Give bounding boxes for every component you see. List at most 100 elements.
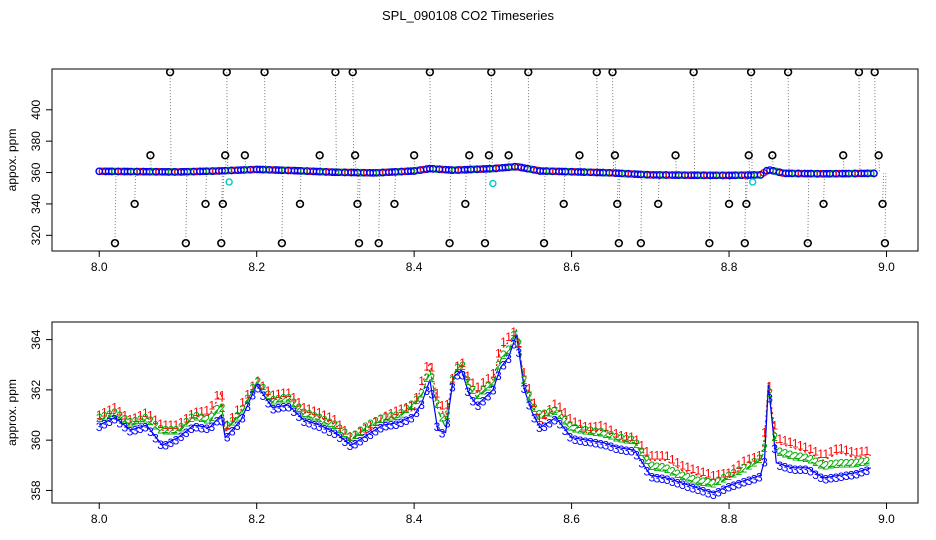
outlier-point xyxy=(592,69,601,77)
outlier-drop-line xyxy=(508,155,511,168)
series-point-label: 3 xyxy=(710,488,717,502)
series-point-label: 3 xyxy=(285,400,292,414)
series-point-label: 1 xyxy=(270,388,277,402)
outlier-point xyxy=(465,151,474,160)
series-point-label: 1 xyxy=(495,347,502,361)
series-point-label: 2 xyxy=(556,408,563,422)
series-point-label: 3 xyxy=(480,394,487,408)
series-point-label: 2 xyxy=(106,408,113,422)
series-point-label: 3 xyxy=(188,422,195,436)
outlier-drop-line xyxy=(134,171,137,204)
series-point-label: 3 xyxy=(439,426,446,440)
series-point-label: 1 xyxy=(311,404,318,418)
outlier-drop-line xyxy=(596,72,599,173)
series-point-label: 2 xyxy=(490,375,497,389)
series-point-label: 2 xyxy=(331,418,338,432)
series-point-label: 3 xyxy=(321,422,328,436)
series-point-label: 3 xyxy=(797,463,804,477)
series-point-label: 2 xyxy=(741,462,748,476)
series-point-label: 2 xyxy=(817,457,824,471)
series-point-label: 3 xyxy=(863,464,870,478)
series-point-label: 2 xyxy=(188,411,195,425)
x-tick-label: 8.6 xyxy=(563,512,580,526)
series-point-label: 2 xyxy=(127,416,134,430)
series-point-label: 1 xyxy=(480,376,487,390)
series-point-label: 1 xyxy=(198,404,205,418)
series-point-label: 1 xyxy=(536,411,543,425)
series-point-label: 3 xyxy=(613,442,620,456)
outlier-point xyxy=(803,238,812,248)
series-point-label: 3 xyxy=(382,420,389,434)
series-point-label: 1 xyxy=(613,426,620,440)
series-point-label: 3 xyxy=(608,440,615,454)
outlier-drop-line xyxy=(884,173,887,244)
series-point-label: 3 xyxy=(157,438,164,452)
series-point-label: 1 xyxy=(96,408,103,422)
series-point-label: 1 xyxy=(782,433,789,447)
series-point-label: 1 xyxy=(393,404,400,418)
series-point-label: 1 xyxy=(500,335,507,349)
series-point-label: 3 xyxy=(603,439,610,453)
series-point-label: 3 xyxy=(587,436,594,450)
series-point-label: 2 xyxy=(152,418,159,432)
outlier-drop-line xyxy=(616,173,619,204)
series-point-label: 1 xyxy=(449,371,456,385)
x-tick-label: 8.8 xyxy=(721,260,738,274)
series-point-label: 1 xyxy=(336,418,343,432)
series-point-label: 2 xyxy=(290,396,297,410)
series-point-label: 2 xyxy=(751,455,758,469)
series-point-label: 1 xyxy=(331,413,338,427)
series-point-label: 1 xyxy=(137,409,144,423)
series-point-label: 2 xyxy=(659,461,666,475)
series-point-label: 1 xyxy=(413,390,420,404)
series-point-label: 1 xyxy=(638,439,645,453)
series-point-label: 2 xyxy=(147,414,154,428)
panel-bottom: 8.0 8.2 8.4 8.6 8.8 9.0 358 360 362 364 approx. pp… xyxy=(5,321,919,526)
series-point-label: 2 xyxy=(730,467,737,481)
outlier-point xyxy=(744,151,753,160)
outlier-drop-line xyxy=(114,171,117,244)
series-point-label: 1 xyxy=(152,413,159,427)
outlier-point xyxy=(181,238,191,248)
outlier-point xyxy=(315,151,324,160)
series-point-label: 2 xyxy=(121,412,128,426)
x-tick-label: 8.6 xyxy=(563,260,580,274)
outlier-drop-line xyxy=(744,175,747,244)
series-point-label: 3 xyxy=(362,431,369,445)
series-point-label: 1 xyxy=(863,444,870,458)
series-point-label: 2 xyxy=(684,471,691,485)
outlier-point xyxy=(880,238,890,248)
series-point-label: 1 xyxy=(587,420,594,434)
series-point-label: 2 xyxy=(736,464,743,478)
series-point-label: 1 xyxy=(823,447,830,461)
series-point-label: 2 xyxy=(301,406,308,420)
series-point-label: 3 xyxy=(633,448,640,462)
series-point-label: 1 xyxy=(526,381,533,395)
series-point-label: 1 xyxy=(398,402,405,416)
series-point-label: 1 xyxy=(106,403,113,417)
series-point-label: 1 xyxy=(162,418,169,432)
series-point-label: 1 xyxy=(362,422,369,436)
y-tick-label: 400 xyxy=(29,99,43,119)
series-point-label: 3 xyxy=(459,369,466,383)
series-point-label: 3 xyxy=(162,438,169,452)
series-point-label: 1 xyxy=(229,410,236,424)
series-point-label: 1 xyxy=(720,467,727,481)
series-point-label: 2 xyxy=(444,408,451,422)
series-point-label: 3 xyxy=(505,352,512,366)
outlier-drop-line xyxy=(185,171,188,244)
series-point-label: 1 xyxy=(858,445,865,459)
series-point-label: 2 xyxy=(454,361,461,375)
series-point-label: 3 xyxy=(807,465,814,479)
series-point-label: 3 xyxy=(700,485,707,499)
series-point-label: 1 xyxy=(817,447,824,461)
series-point-label: 2 xyxy=(449,374,456,388)
series-point-label: 2 xyxy=(357,424,364,438)
series-point-label: 1 xyxy=(244,387,251,401)
outlier-point xyxy=(165,69,175,77)
outlier-point xyxy=(374,238,383,248)
outlier-drop-line xyxy=(226,72,229,171)
series-point-label: 3 xyxy=(311,418,318,432)
series-point-label: 1 xyxy=(173,418,180,432)
